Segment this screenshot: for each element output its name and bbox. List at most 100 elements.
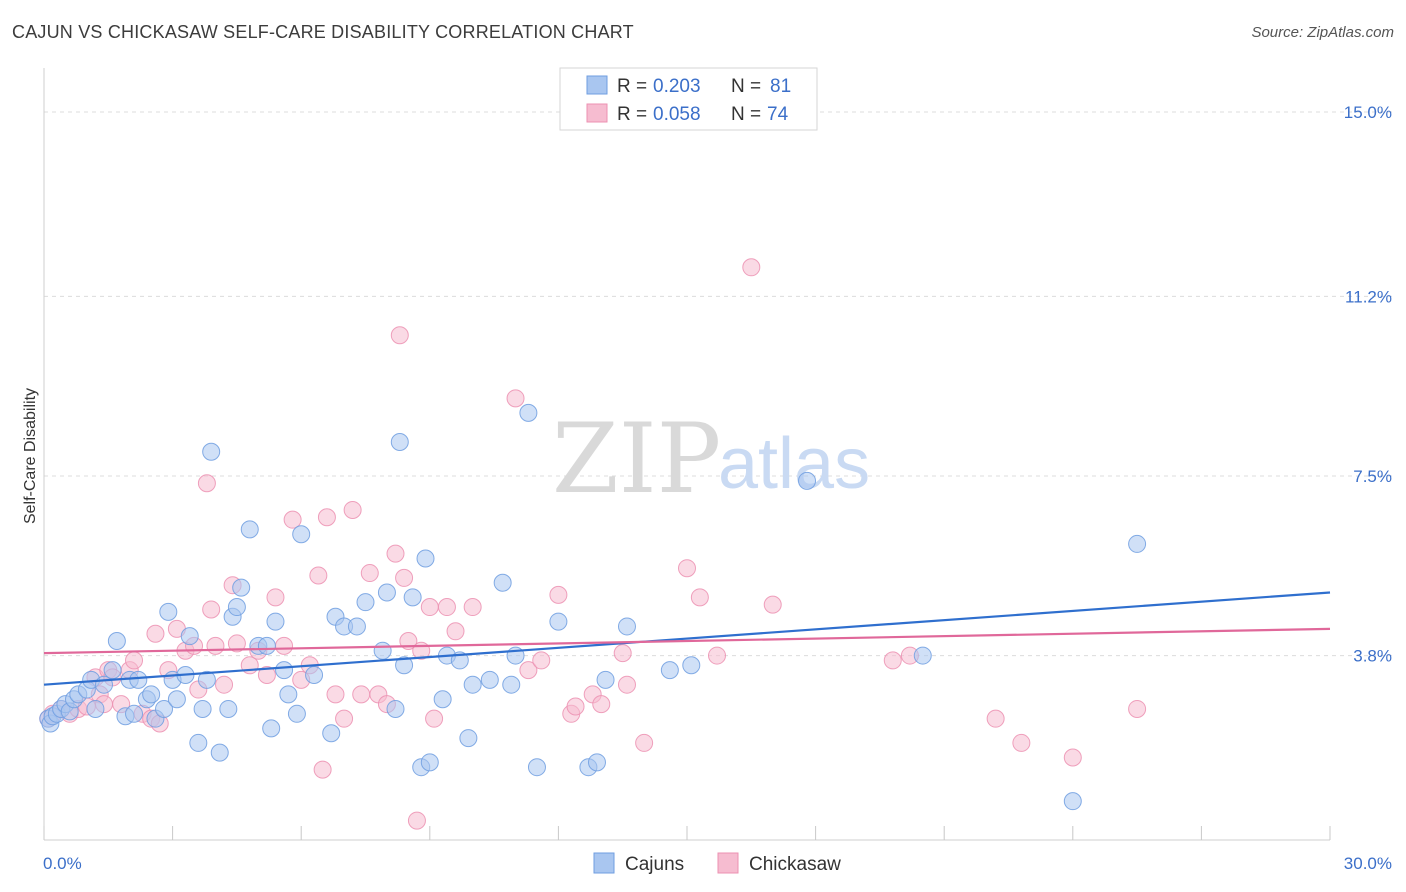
point-chickasaw-28 — [227, 634, 246, 653]
point-cajun-28 — [189, 733, 208, 752]
point-chickasaw-76 — [986, 709, 1005, 728]
point-chickasaw-54 — [425, 709, 444, 728]
point-cajun-17 — [125, 704, 144, 723]
point-cajun-51 — [356, 593, 375, 612]
legend-n-label-1: N = — [731, 76, 761, 97]
point-cajun-81 — [1063, 792, 1082, 811]
point-chickasaw-32 — [266, 588, 285, 607]
watermark-atlas: atlas — [718, 424, 870, 504]
point-cajun-14 — [107, 632, 126, 651]
point-cajun-25 — [167, 690, 186, 709]
point-chickasaw-33 — [275, 636, 294, 655]
point-cajun-74 — [587, 753, 606, 772]
point-cajun-61 — [433, 690, 452, 709]
x-tick-labels: 0.0% 30.0% — [43, 854, 1392, 873]
legend-r-label-1: R = — [617, 76, 647, 97]
point-cajun-47 — [322, 724, 341, 743]
point-cajun-13 — [103, 661, 122, 680]
y-tick-label-3: 15.0% — [1344, 103, 1392, 122]
point-chickasaw-37 — [309, 566, 328, 585]
point-chickasaw-55 — [437, 598, 456, 617]
point-chickasaw-44 — [360, 564, 379, 583]
point-cajun-20 — [142, 685, 161, 704]
legend-n-value-1: 81 — [770, 76, 791, 97]
point-cajun-37 — [240, 520, 259, 539]
point-cajun-66 — [480, 670, 499, 689]
point-cajun-22 — [155, 699, 174, 718]
point-cajun-31 — [202, 442, 221, 461]
point-cajun-80 — [913, 646, 932, 665]
y-tick-labels: 3.8% 7.5% 11.2% 15.0% — [1344, 103, 1392, 666]
trend-line-cajuns — [43, 591, 1331, 686]
legend-top: R = 0.203 N = 81 R = 0.058 N = 74 — [559, 67, 818, 131]
legend-swatch-cajuns — [586, 75, 608, 95]
legend-swatch-chickasaw — [586, 103, 608, 123]
point-chickasaw-65 — [592, 695, 611, 714]
watermark-zip: ZIP — [552, 403, 721, 515]
point-chickasaw-60 — [532, 651, 551, 670]
point-cajun-23 — [159, 602, 178, 621]
point-chickasaw-16 — [146, 624, 165, 643]
point-cajun-40 — [262, 719, 281, 738]
point-cajun-11 — [86, 699, 105, 718]
point-chickasaw-42 — [343, 500, 362, 519]
point-cajun-65 — [463, 675, 482, 694]
point-cajun-70 — [519, 403, 538, 422]
point-chickasaw-67 — [617, 675, 636, 694]
point-cajun-82 — [1128, 534, 1147, 553]
point-cajun-76 — [617, 617, 636, 636]
point-chickasaw-34 — [283, 510, 302, 529]
point-cajun-18 — [129, 670, 148, 689]
point-cajun-64 — [459, 729, 478, 748]
y-axis-label: Self-Care Disability — [22, 388, 39, 524]
point-cajun-36 — [232, 578, 251, 597]
point-cajun-41 — [266, 612, 285, 631]
point-chickasaw-59 — [519, 661, 538, 680]
point-chickasaw-31 — [257, 665, 276, 684]
point-cajun-53 — [377, 583, 396, 602]
point-chickasaw-74 — [883, 651, 902, 670]
point-chickasaw-23 — [197, 474, 216, 493]
point-cajun-67 — [493, 573, 512, 592]
y-tick-label-1: 7.5% — [1353, 467, 1392, 486]
point-cajun-78 — [682, 656, 701, 675]
point-chickasaw-25 — [206, 636, 225, 655]
point-cajun-77 — [660, 661, 679, 680]
point-cajun-55 — [390, 433, 409, 452]
point-chickasaw-53 — [420, 598, 439, 617]
point-cajun-71 — [527, 758, 546, 777]
point-chickasaw-69 — [678, 559, 696, 578]
point-chickasaw-48 — [390, 326, 409, 345]
chart-title: CAJUN VS CHICKASAW SELF-CARE DISABILITY … — [12, 22, 634, 42]
point-cajun-42 — [275, 661, 294, 680]
point-chickasaw-43 — [352, 685, 371, 704]
point-chickasaw-73 — [763, 595, 782, 614]
legend-r-label-2: R = — [617, 104, 647, 125]
trend-line-chickasaw — [43, 627, 1331, 655]
point-chickasaw-57 — [463, 598, 482, 617]
point-chickasaw-58 — [506, 389, 525, 408]
legend-bottom-label-cajuns: Cajuns — [625, 854, 684, 875]
point-cajun-59 — [416, 549, 435, 568]
x-tick-label-0: 0.0% — [43, 854, 82, 873]
point-chickasaw-41 — [335, 709, 354, 728]
point-cajun-72 — [549, 612, 568, 631]
point-cajun-50 — [347, 617, 366, 636]
point-cajun-39 — [257, 636, 276, 655]
point-cajun-43 — [279, 685, 298, 704]
point-cajun-30 — [197, 670, 216, 689]
point-chickasaw-63 — [566, 697, 585, 716]
grid-lines — [44, 111, 1395, 657]
point-chickasaw-70 — [690, 588, 709, 607]
point-cajun-33 — [219, 699, 238, 718]
legend-n-label-2: N = — [731, 104, 761, 125]
y-tick-label-0: 3.8% — [1353, 647, 1392, 666]
point-chickasaw-13 — [125, 651, 144, 670]
legend-bottom-swatch-chickasaw — [717, 852, 739, 874]
trend-lines — [43, 591, 1331, 686]
point-chickasaw-77 — [1012, 733, 1031, 752]
point-chickasaw-24 — [202, 600, 221, 619]
point-cajun-68 — [502, 675, 521, 694]
point-chickasaw-79 — [1128, 699, 1147, 718]
